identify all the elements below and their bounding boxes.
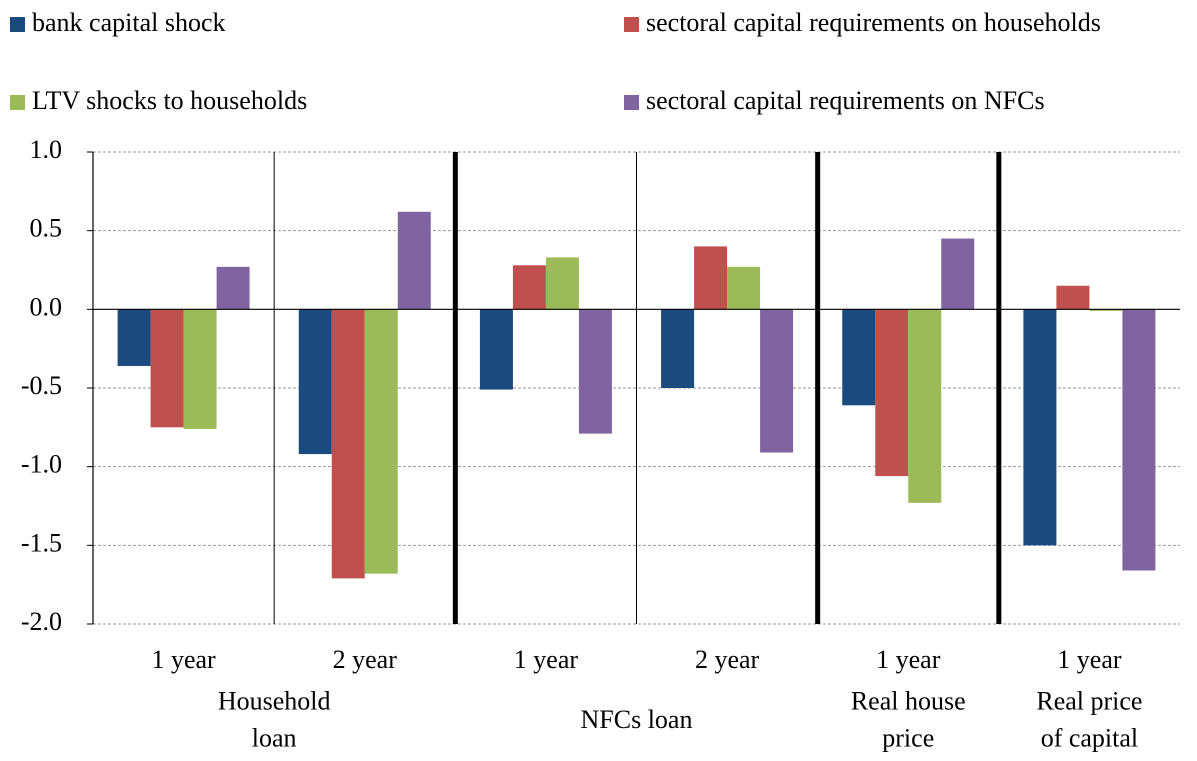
x-tick-label: 1 year [1057, 645, 1122, 674]
group-label: Household [218, 686, 331, 715]
y-tick-label: -1.0 [21, 450, 62, 479]
y-tick-label: -2.0 [21, 607, 62, 636]
bar [842, 309, 876, 406]
bar [578, 309, 612, 434]
x-tick-label: 2 year [695, 645, 760, 674]
x-tick-label: 1 year [876, 645, 941, 674]
y-tick-label: -0.5 [21, 371, 62, 400]
group-label: Real price [1036, 686, 1142, 715]
group-label: loan [252, 723, 297, 752]
bar [216, 266, 250, 310]
bar [1056, 285, 1090, 310]
bar [512, 265, 546, 310]
legend-swatch [10, 17, 25, 32]
bar [760, 309, 794, 453]
bar [183, 309, 217, 429]
x-tick-label: 1 year [151, 645, 216, 674]
y-tick-label: 1.0 [30, 135, 63, 164]
group-label: NFCs loan [581, 705, 693, 734]
legend-label: LTV shocks to households [32, 86, 307, 115]
x-tick-label: 2 year [333, 645, 398, 674]
y-tick-label: 0.5 [30, 214, 63, 243]
group-label: of capital [1041, 723, 1138, 752]
legend-label: sectoral capital requirements on househo… [646, 8, 1101, 37]
bar [397, 211, 431, 310]
group-label: price [882, 723, 934, 752]
bar [479, 309, 513, 390]
bar [941, 238, 975, 310]
bar [727, 266, 761, 310]
bar [545, 257, 579, 310]
x-tick-label: 1 year [514, 645, 579, 674]
bar [908, 309, 942, 503]
bar [875, 309, 909, 477]
bar [1122, 309, 1156, 571]
legend-label: bank capital shock [32, 8, 226, 37]
legend-swatch [10, 95, 25, 110]
bar [331, 309, 365, 579]
y-tick-label: 0.0 [30, 292, 63, 321]
bar [1089, 309, 1123, 311]
bar [364, 309, 398, 574]
y-tick-label: -1.5 [21, 528, 62, 557]
legend-swatch [624, 17, 639, 32]
group-label: Real house [851, 686, 966, 715]
bar [298, 309, 332, 455]
legend-label: sectoral capital requirements on NFCs [646, 86, 1045, 115]
legend-swatch [624, 95, 639, 110]
bar [117, 309, 151, 366]
bar [150, 309, 184, 428]
bar [661, 309, 695, 388]
bar [1023, 309, 1057, 546]
bar [694, 246, 728, 310]
